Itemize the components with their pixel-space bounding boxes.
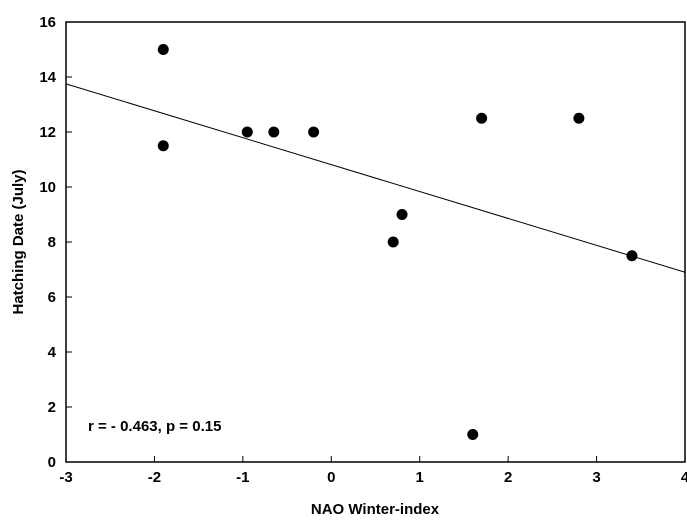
data-point [467, 429, 479, 440]
x-tick-label: -3 [59, 469, 72, 486]
y-tick-label: 2 [48, 399, 56, 416]
regression-line [65, 83, 686, 273]
y-tick-label: 4 [48, 344, 57, 361]
data-point [396, 209, 408, 220]
x-axis: -3 -2 -1 0 1 2 3 4 [59, 456, 687, 486]
y-tick-label: 6 [48, 289, 56, 306]
data-point [476, 112, 488, 124]
x-tick-label: 2 [504, 469, 512, 486]
data-point [157, 44, 169, 55]
data-point [157, 140, 169, 152]
data-point [308, 126, 320, 138]
y-tick-label: 12 [39, 124, 56, 141]
x-tick-label: 0 [327, 469, 335, 486]
x-tick-label: 3 [592, 469, 600, 486]
y-tick-label: 16 [39, 14, 56, 31]
y-tick-label: 0 [48, 454, 56, 471]
x-axis-title: NAO Winter-index [311, 501, 440, 518]
x-tick-label: 1 [416, 469, 424, 486]
y-axis: 0 2 4 6 8 10 12 14 16 [39, 14, 72, 471]
plot-frame [65, 21, 686, 463]
x-tick-label: -2 [148, 469, 161, 486]
y-tick-label: 14 [39, 69, 56, 86]
data-point [573, 112, 585, 124]
x-tick-label: -1 [236, 469, 249, 486]
y-tick-label: 8 [48, 234, 56, 251]
y-axis-title: Hatching Date (July) [10, 169, 27, 314]
data-point [268, 126, 280, 138]
data-point [626, 250, 638, 262]
data-point [241, 126, 253, 138]
x-tick-label: 4 [681, 469, 687, 486]
data-points [157, 44, 638, 440]
annotation-text: r = - 0.463, p = 0.15 [88, 418, 221, 435]
data-point [387, 236, 399, 248]
y-tick-label: 10 [39, 179, 56, 196]
